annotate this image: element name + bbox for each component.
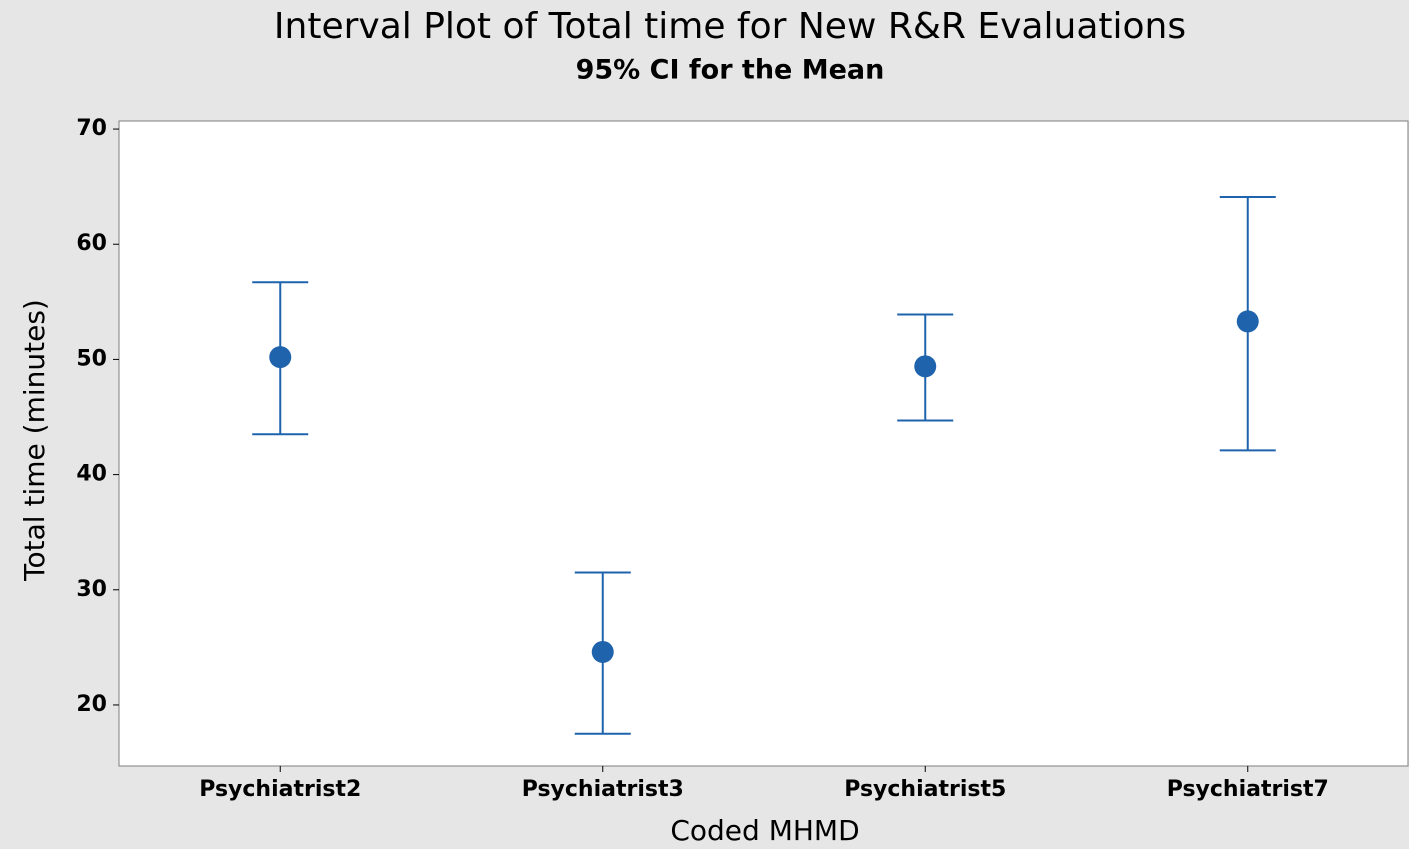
chart-title: Interval Plot of Total time for New R&R … xyxy=(274,6,1186,47)
y-tick-label: 70 xyxy=(76,116,107,141)
mean-marker xyxy=(914,355,937,378)
x-tick-label: Psychiatrist7 xyxy=(1167,777,1329,802)
y-axis-label: Total time (minutes) xyxy=(18,299,51,582)
mean-marker xyxy=(269,346,292,369)
plot-area xyxy=(118,120,1409,767)
y-tick-label: 50 xyxy=(76,346,107,371)
chart-subtitle: 95% CI for the Mean xyxy=(576,55,885,86)
x-tick-label: Psychiatrist5 xyxy=(844,777,1006,802)
mean-marker xyxy=(1236,310,1259,333)
y-tick-label: 60 xyxy=(76,231,107,256)
mean-marker xyxy=(591,640,614,663)
y-tick-label: 30 xyxy=(76,577,107,602)
x-tick-label: Psychiatrist3 xyxy=(522,777,684,802)
y-tick-label: 20 xyxy=(76,692,107,717)
y-tick-label: 40 xyxy=(76,462,107,487)
x-tick-label: Psychiatrist2 xyxy=(199,777,361,802)
x-axis-label: Coded MHMD xyxy=(670,814,859,847)
